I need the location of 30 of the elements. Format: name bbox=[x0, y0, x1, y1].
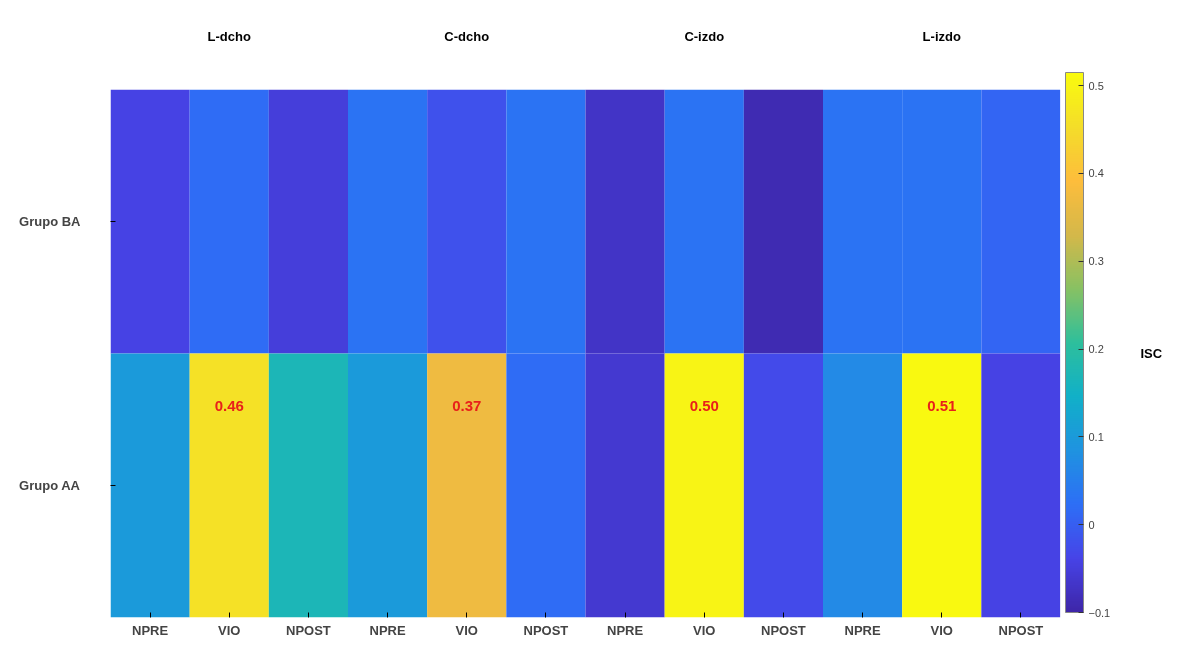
x-tick-label: NPOST bbox=[761, 622, 806, 638]
x-tick-label: NPOST bbox=[286, 622, 331, 638]
x-tick-label: VIO bbox=[693, 622, 716, 638]
x-tick-label: NPRE bbox=[132, 622, 169, 638]
data-label: 0.50 bbox=[689, 397, 719, 415]
color-bar-label: 0.4 bbox=[1088, 167, 1104, 180]
text: L-dcho bbox=[207, 29, 251, 45]
x-tick-label: NPOST bbox=[998, 622, 1044, 638]
y-tick-label: Grupo AA bbox=[19, 478, 81, 494]
color-bar-label: 0.1 bbox=[1088, 430, 1104, 443]
x-tick-label: NPOST bbox=[523, 622, 569, 638]
color-bar-label: 0.3 bbox=[1088, 255, 1104, 268]
x-tick-label: NPRE bbox=[607, 622, 644, 638]
data-label: 0.51 bbox=[927, 397, 957, 415]
data-label: 0.37 bbox=[452, 397, 482, 415]
text: C-dcho bbox=[444, 29, 490, 45]
x-tick-label: VIO bbox=[455, 622, 478, 638]
color-bar-label: 0 bbox=[1088, 518, 1095, 531]
color-bar-title: ISC bbox=[1140, 346, 1163, 362]
data-label: 0.46 bbox=[214, 397, 244, 415]
text: C-izdo bbox=[684, 29, 725, 45]
color-bar-label: 0.2 bbox=[1088, 343, 1104, 356]
x-tick-label: NPRE bbox=[844, 622, 881, 638]
y-tick-label: Grupo BA bbox=[19, 214, 82, 230]
x-tick-label: NPRE bbox=[369, 622, 406, 638]
color-bar-label: 0.5 bbox=[1088, 79, 1104, 92]
x-tick-label: VIO bbox=[930, 622, 953, 638]
text: L-izdo bbox=[922, 29, 961, 45]
x-tick-label: VIO bbox=[218, 622, 241, 638]
color-bar-label: −0.1 bbox=[1088, 606, 1111, 619]
